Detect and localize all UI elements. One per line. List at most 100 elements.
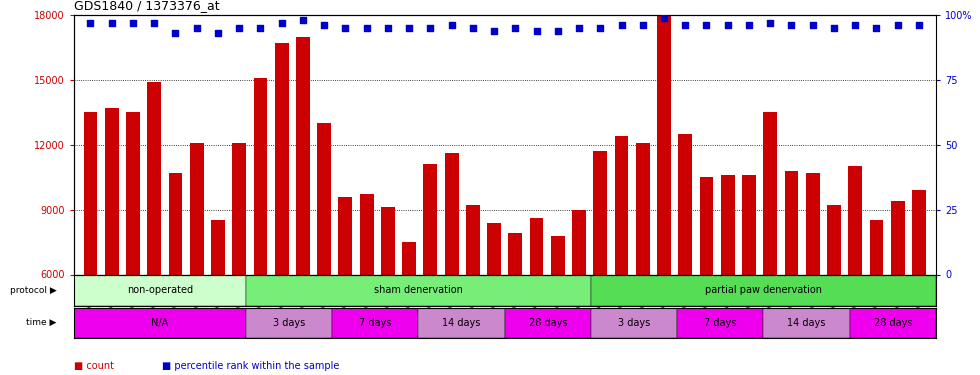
Bar: [849, 166, 862, 375]
Text: sham denervation: sham denervation: [374, 285, 463, 295]
Bar: [785, 171, 799, 375]
Text: partial paw denervation: partial paw denervation: [705, 285, 822, 295]
Text: ■ percentile rank within the sample: ■ percentile rank within the sample: [162, 361, 339, 370]
Bar: [742, 175, 756, 375]
Point: [337, 25, 353, 31]
Bar: [551, 236, 564, 375]
Text: protocol ▶: protocol ▶: [10, 286, 56, 295]
Point: [593, 25, 609, 31]
Bar: [763, 308, 850, 338]
Point: [613, 22, 629, 28]
Point: [401, 25, 416, 31]
Bar: [827, 205, 841, 375]
Point: [295, 17, 311, 23]
Bar: [423, 164, 437, 375]
Point: [571, 25, 587, 31]
Point: [677, 22, 693, 28]
Point: [273, 20, 289, 26]
Bar: [296, 37, 310, 375]
Bar: [83, 112, 97, 375]
Point: [146, 20, 162, 26]
Point: [125, 20, 141, 26]
Bar: [614, 136, 628, 375]
Point: [550, 28, 565, 34]
Bar: [466, 205, 480, 375]
Bar: [74, 275, 246, 306]
Text: 7 days: 7 days: [704, 318, 737, 328]
Bar: [505, 308, 591, 338]
Text: 7 days: 7 days: [359, 318, 392, 328]
Bar: [254, 78, 268, 375]
Text: 28 days: 28 days: [528, 318, 567, 328]
Bar: [658, 10, 671, 375]
Point: [826, 25, 842, 31]
Bar: [806, 173, 819, 375]
Point: [657, 15, 672, 21]
Point: [359, 25, 374, 31]
Text: 14 days: 14 days: [442, 318, 481, 328]
Bar: [381, 207, 395, 375]
Point: [784, 22, 800, 28]
Point: [529, 28, 545, 34]
Point: [444, 22, 460, 28]
Bar: [891, 201, 905, 375]
Point: [890, 22, 906, 28]
Bar: [636, 142, 650, 375]
Bar: [360, 195, 373, 375]
Bar: [572, 210, 586, 375]
Bar: [721, 175, 735, 375]
Bar: [445, 153, 459, 375]
Bar: [912, 190, 926, 375]
Text: ■ count: ■ count: [74, 361, 114, 370]
Text: non-operated: non-operated: [126, 285, 193, 295]
Point: [911, 22, 927, 28]
Point: [699, 22, 714, 28]
Point: [465, 25, 480, 31]
Point: [231, 25, 247, 31]
Bar: [332, 308, 418, 338]
Bar: [74, 308, 246, 338]
Bar: [593, 151, 608, 375]
Bar: [591, 275, 936, 306]
Point: [380, 25, 396, 31]
Text: 3 days: 3 days: [273, 318, 305, 328]
Bar: [850, 308, 936, 338]
Point: [210, 30, 225, 36]
Point: [422, 25, 438, 31]
Point: [848, 22, 863, 28]
Point: [168, 30, 183, 36]
Bar: [529, 218, 544, 375]
Bar: [274, 43, 288, 375]
Text: 3 days: 3 days: [618, 318, 650, 328]
Bar: [678, 134, 692, 375]
Bar: [677, 308, 763, 338]
Bar: [318, 123, 331, 375]
Point: [508, 25, 523, 31]
Text: 28 days: 28 days: [873, 318, 912, 328]
Text: 14 days: 14 days: [787, 318, 826, 328]
Point: [317, 22, 332, 28]
Bar: [105, 108, 119, 375]
Bar: [232, 142, 246, 375]
Bar: [402, 242, 416, 375]
Point: [189, 25, 205, 31]
Bar: [700, 177, 713, 375]
Point: [253, 25, 269, 31]
Point: [720, 22, 736, 28]
Bar: [869, 220, 883, 375]
Bar: [509, 233, 522, 375]
Bar: [487, 223, 501, 375]
Point: [635, 22, 651, 28]
Bar: [190, 142, 204, 375]
Point: [741, 22, 757, 28]
Text: GDS1840 / 1373376_at: GDS1840 / 1373376_at: [74, 0, 220, 12]
Point: [486, 28, 502, 34]
Bar: [246, 308, 332, 338]
Point: [82, 20, 98, 26]
Point: [805, 22, 820, 28]
Text: time ▶: time ▶: [25, 318, 56, 327]
Bar: [246, 275, 591, 306]
Point: [868, 25, 884, 31]
Bar: [169, 173, 182, 375]
Bar: [126, 112, 140, 375]
